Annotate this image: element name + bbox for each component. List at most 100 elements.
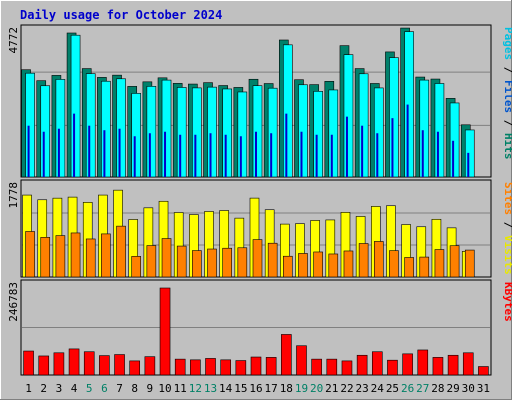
x-tick-label-day-4: 4 <box>71 382 78 395</box>
panel-visits-sites: 1778 Sites / Visits <box>7 179 512 278</box>
bar-sites-day-16 <box>252 239 263 278</box>
bar-pages-day-14 <box>224 134 227 177</box>
bar-files-day-8 <box>131 93 142 178</box>
bar-sites-day-19 <box>298 253 308 278</box>
chart-panels: 4772 Pages / Files / Hits 1778 Sites / Visi… <box>7 24 512 376</box>
panel-hits-files-pages: 4772 Pages / Files / Hits <box>7 24 512 178</box>
bar-pages-day-22 <box>345 116 348 177</box>
bar-sites-day-29 <box>449 245 460 278</box>
bar-files-day-10 <box>161 79 172 178</box>
bar-kbytes-day-7 <box>114 354 125 376</box>
bar-pages-day-6 <box>103 130 106 177</box>
bar-pages-day-11 <box>179 134 182 177</box>
bar-sites-day-11 <box>176 245 187 278</box>
bar-sites-day-22 <box>343 250 354 278</box>
bar-pages-day-21 <box>330 134 333 177</box>
bar-sites-day-12 <box>192 250 202 278</box>
bar-pages-day-5 <box>88 125 91 177</box>
x-tick-label-day-20: 20 <box>310 382 323 395</box>
bar-files-day-2 <box>40 85 51 178</box>
x-tick-label-day-18: 18 <box>280 382 293 395</box>
y-tick-label: 246783 <box>7 282 20 322</box>
bar-sites-day-26 <box>404 257 414 278</box>
bar-sites-day-2 <box>40 237 51 278</box>
x-tick-label-day-5: 5 <box>86 382 93 395</box>
legend-entry: KBytes <box>502 282 512 322</box>
legend-entry: Files <box>502 80 512 113</box>
x-tick-label-day-8: 8 <box>131 382 138 395</box>
bar-pages-day-18 <box>285 113 288 177</box>
chart-title: Daily usage for October 2024 <box>20 8 222 22</box>
bar-kbytes-day-19 <box>296 345 307 376</box>
legend-entry: Hits <box>502 133 512 160</box>
bar-sites-day-21 <box>328 253 339 278</box>
bar-sites-day-6 <box>101 233 111 278</box>
bar-files-day-25 <box>389 57 399 178</box>
bar-kbytes-day-17 <box>265 357 277 376</box>
bar-sites-day-24 <box>373 241 384 278</box>
bar-pages-day-10 <box>164 131 167 177</box>
bar-pages-day-28 <box>436 131 439 177</box>
x-tick-label-day-12: 12 <box>189 382 202 395</box>
x-tick-label-day-1: 1 <box>25 382 32 395</box>
bar-pages-day-25 <box>391 118 394 177</box>
bar-files-day-19 <box>298 84 308 178</box>
bar-pages-day-2 <box>42 131 45 177</box>
bar-files-day-5 <box>85 73 96 178</box>
bar-kbytes-day-18 <box>281 334 292 376</box>
bar-kbytes-day-1 <box>23 350 34 376</box>
x-tick-label-day-9: 9 <box>147 382 154 395</box>
bar-kbytes-day-6 <box>99 355 110 376</box>
bar-files-day-4 <box>70 34 81 178</box>
x-tick-label-day-7: 7 <box>116 382 123 395</box>
bar-kbytes-day-2 <box>38 355 50 376</box>
bar-sites-day-25 <box>389 250 399 278</box>
bar-pages-day-26 <box>406 104 409 177</box>
bar-kbytes-day-15 <box>235 360 247 376</box>
bar-files-day-13 <box>207 86 217 178</box>
bar-files-day-24 <box>373 87 384 178</box>
legend-entry: Visits <box>502 235 512 275</box>
bar-sites-day-17 <box>267 242 278 278</box>
bar-kbytes-day-9 <box>144 356 156 376</box>
bar-pages-day-17 <box>270 133 273 177</box>
legend-entry: / <box>502 215 512 235</box>
bar-sites-day-9 <box>146 245 157 278</box>
x-tick-label-day-16: 16 <box>249 382 262 395</box>
x-tick-label-day-3: 3 <box>56 382 63 395</box>
bar-kbytes-day-14 <box>220 359 231 376</box>
x-tick-label-day-15: 15 <box>234 382 247 395</box>
bar-kbytes-day-23 <box>356 354 368 376</box>
series-legend: Pages / Files / Hits <box>502 27 512 160</box>
x-tick-label-day-29: 29 <box>446 382 459 395</box>
x-tick-label-day-21: 21 <box>325 382 338 395</box>
bar-kbytes-day-30 <box>462 352 474 376</box>
x-tick-label-day-30: 30 <box>462 382 475 395</box>
bar-files-day-1 <box>25 72 35 178</box>
x-tick-label-day-2: 2 <box>40 382 47 395</box>
bar-pages-day-4 <box>73 113 76 177</box>
bar-kbytes-day-24 <box>371 351 383 376</box>
bar-pages-day-1 <box>27 125 30 177</box>
bar-pages-day-23 <box>361 125 364 177</box>
bar-sites-day-20 <box>313 251 323 278</box>
bar-pages-day-27 <box>421 130 424 177</box>
bar-sites-day-13 <box>207 248 217 278</box>
bar-kbytes-day-12 <box>190 359 201 376</box>
x-tick-label-day-25: 25 <box>386 382 399 395</box>
bar-files-day-21 <box>328 89 339 178</box>
bar-kbytes-day-26 <box>402 353 413 376</box>
bar-sites-day-3 <box>55 235 66 278</box>
bar-kbytes-day-20 <box>311 358 322 376</box>
bar-files-day-15 <box>237 91 248 178</box>
bar-kbytes-day-13 <box>205 358 216 376</box>
bar-files-day-27 <box>419 79 430 178</box>
bar-sites-day-4 <box>70 232 81 278</box>
bar-kbytes-day-8 <box>129 360 141 376</box>
bar-sites-day-5 <box>85 238 96 278</box>
bar-files-day-17 <box>267 87 278 178</box>
bar-files-day-6 <box>101 80 111 178</box>
bar-files-day-7 <box>116 78 126 178</box>
bar-sites-day-27 <box>419 256 430 278</box>
